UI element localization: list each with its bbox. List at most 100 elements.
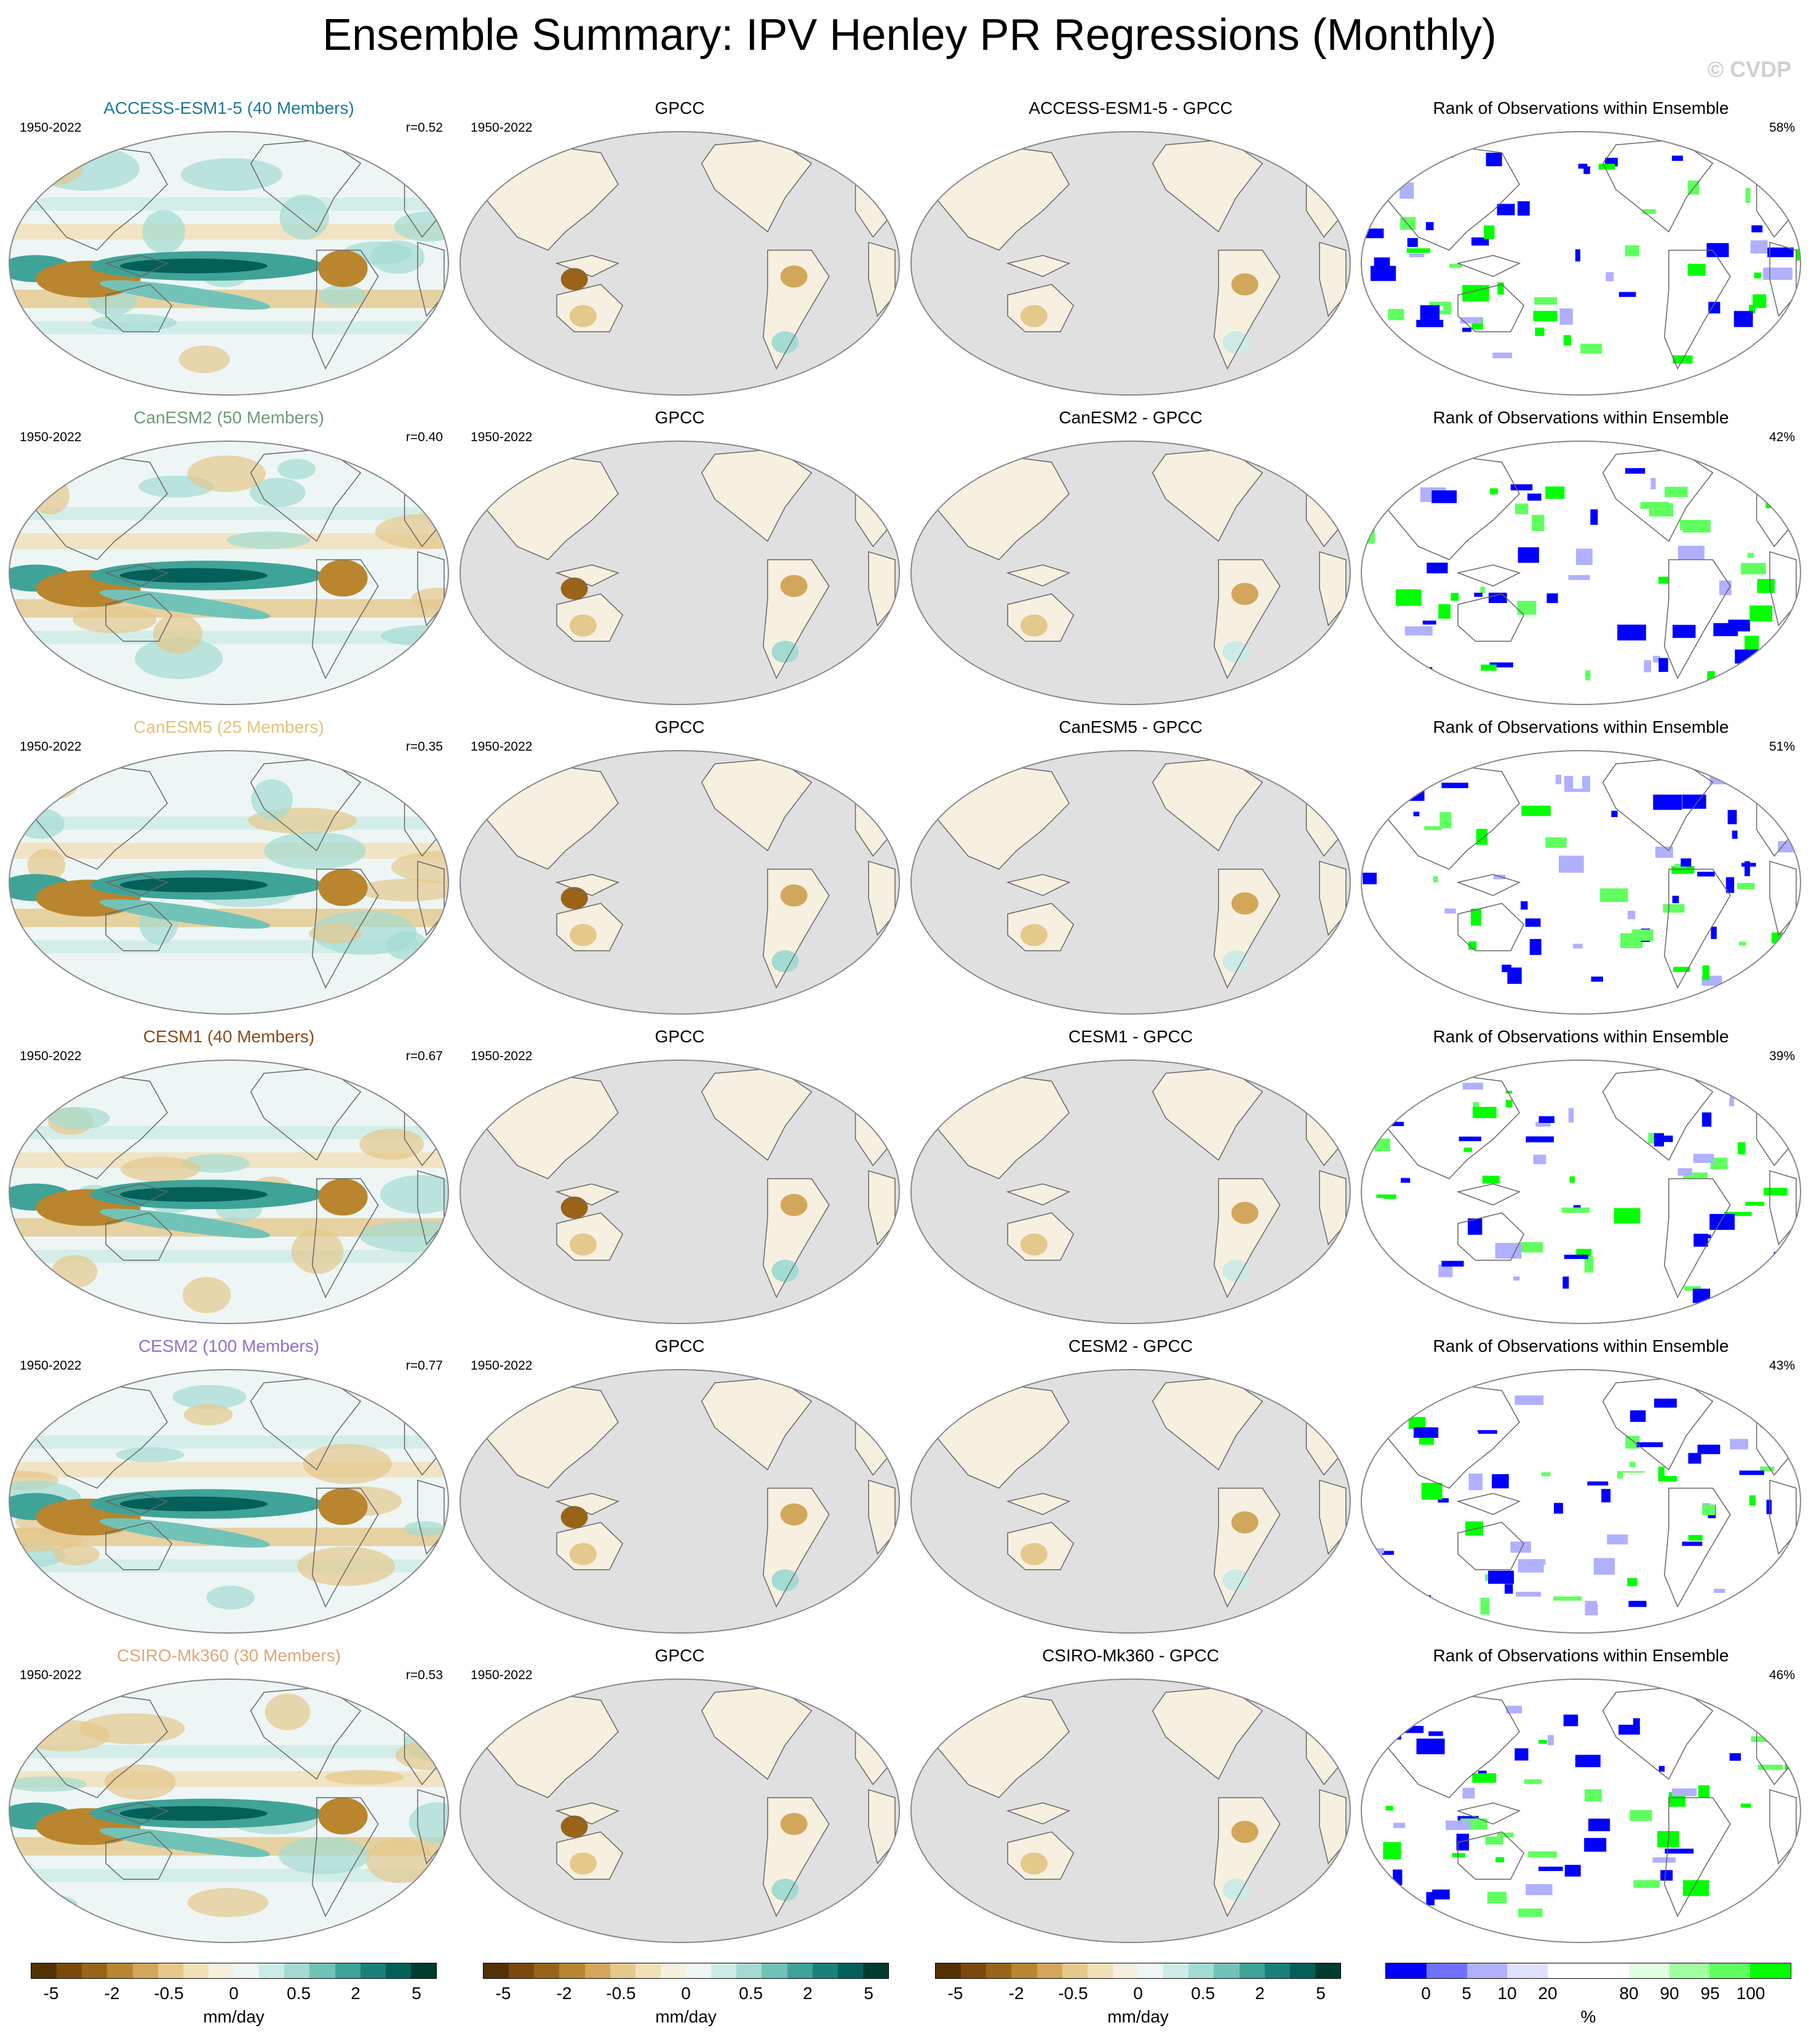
coastline (472, 1382, 619, 1489)
rank-cell (1575, 1754, 1601, 1768)
land-anomaly (1008, 1803, 1069, 1824)
rank-cell (1584, 1256, 1594, 1273)
rank-cell (1408, 1109, 1431, 1124)
colorbar-cell (1386, 1963, 1427, 1978)
rank-cell (1569, 1176, 1575, 1183)
colorbar-cell (509, 1963, 535, 1978)
rank-cell (1516, 225, 1545, 241)
anomaly-patch (183, 1404, 233, 1426)
coastline (868, 1479, 896, 1555)
rank-cell (1763, 487, 1786, 500)
rank-cell (1671, 155, 1683, 161)
rank-cell (1716, 1778, 1733, 1783)
anomaly-patch (153, 614, 202, 654)
rank-cell (1778, 841, 1801, 853)
anomaly-pacific-core (119, 1806, 268, 1821)
coastline (1663, 1487, 1731, 1608)
land-anomaly-patch (1231, 1511, 1259, 1534)
land-anomaly-patch (569, 924, 597, 946)
rank-cell (1773, 1252, 1798, 1260)
rank-cell (1720, 795, 1733, 800)
rank-cell (1584, 1838, 1607, 1852)
map-plot (9, 441, 449, 705)
rank-cell (1652, 1857, 1676, 1863)
land-anomaly-patch (1222, 1569, 1250, 1592)
land-anomaly (1319, 1480, 1346, 1554)
rank-cell (1416, 319, 1444, 327)
rank-cell (1628, 1600, 1647, 1607)
map-plot (460, 1060, 900, 1324)
rank-cell (1472, 1773, 1497, 1783)
rank-cell (1374, 257, 1390, 269)
rank-cell (1660, 1870, 1673, 1881)
colorbar-units: mm/day (1107, 2007, 1169, 2026)
anomaly-patch (411, 587, 448, 610)
rank-cell (1518, 1559, 1546, 1573)
anomaly-band (9, 1435, 448, 1449)
coastline (472, 763, 619, 870)
rank-cell (1585, 670, 1591, 681)
colorbar-cells (1385, 1963, 1791, 1979)
rank-cell (1538, 1739, 1548, 1744)
colorbar-cell (335, 1963, 360, 1978)
colorbar-cell (31, 1963, 57, 1978)
map-panel: CESM2 - GPCC (909, 1336, 1352, 1644)
coastline (22, 763, 168, 870)
anomaly-patch (73, 606, 157, 634)
rank-cell (1518, 1908, 1543, 1917)
rank-cell (1625, 468, 1646, 474)
land-anomaly (1319, 1170, 1346, 1245)
rank-cell (1533, 1154, 1546, 1165)
anomaly-pacific-core (119, 1496, 268, 1512)
anomaly-patch (23, 1894, 78, 1916)
rank-cell (1541, 1472, 1551, 1477)
map-outline (1361, 441, 1801, 705)
anomaly-amazon-dry (318, 869, 368, 906)
rank-cell (1611, 810, 1618, 818)
rank-cell (1795, 928, 1801, 943)
coastline (556, 1522, 624, 1571)
rank-cell (1398, 167, 1407, 175)
anomaly-patch (206, 1586, 255, 1610)
rank-cell (1451, 593, 1459, 601)
rank-cell (1370, 1735, 1385, 1752)
anomaly-band (9, 223, 448, 240)
period-label: 1950-2022 (20, 430, 82, 444)
rank-cell (1581, 595, 1590, 612)
anomaly-patch (9, 1528, 84, 1552)
colorbar-tick-label: 80 (1619, 1984, 1639, 2003)
rank-cell (1688, 1535, 1703, 1541)
rank-cell (1456, 1834, 1469, 1851)
land-anomaly (557, 565, 618, 586)
colorbar-cell (309, 1963, 335, 1978)
coastline (868, 241, 896, 317)
rank-cell (1497, 785, 1503, 795)
rank-cell (1702, 965, 1710, 980)
colorbar-tick-label: 5 (1462, 1984, 1471, 2003)
rank-cell (1476, 829, 1488, 845)
coastline (311, 1178, 379, 1298)
anomaly-spcz (99, 1827, 271, 1858)
colorbar-cell (1507, 1963, 1548, 1978)
rank-percent: 39% (1769, 1049, 1795, 1063)
rank-cell (1650, 477, 1656, 490)
rank-cell (1654, 1133, 1665, 1147)
map-panel: CanESM5 (25 Members) 1950-2022 r=0.35 (7, 717, 450, 1025)
rank-cell (1554, 169, 1584, 180)
coastline (105, 593, 173, 642)
rank-cell (1738, 941, 1746, 946)
coastline (1769, 1789, 1797, 1865)
coastline (1006, 1183, 1071, 1206)
rank-cell (1507, 967, 1522, 984)
land-anomaly-patch (1222, 1878, 1250, 1901)
rank-cell (1414, 1234, 1442, 1250)
coastline (762, 249, 830, 370)
rank-cell (1644, 660, 1652, 673)
map-panel: Rank of Observations within Ensemble 39% (1359, 1027, 1802, 1335)
rank-cell (1730, 1871, 1752, 1889)
anomaly-patch (408, 1802, 448, 1843)
colorbar-cell (360, 1963, 386, 1978)
rank-cell (1785, 463, 1801, 475)
page-title: Ensemble Summary: IPV Henley PR Regressi… (322, 10, 1497, 60)
rank-cell (1630, 1410, 1646, 1422)
